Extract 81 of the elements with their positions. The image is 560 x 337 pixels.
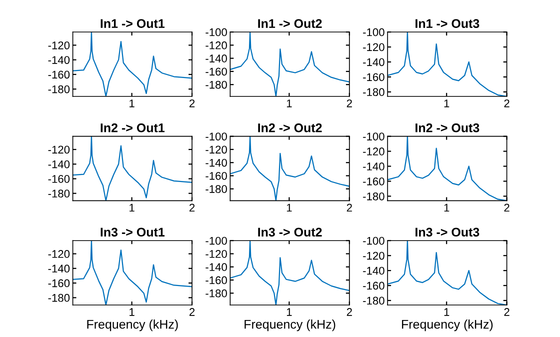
y-tick-label: -180 bbox=[363, 88, 384, 96]
chart-title: In1 -> Out1 bbox=[100, 19, 165, 28]
y-tick-label: -140 bbox=[206, 158, 227, 167]
x-tick-label: 2 bbox=[504, 308, 510, 316]
x-tick-label: 2 bbox=[504, 99, 510, 108]
chart-title: In3 -> Out3 bbox=[416, 228, 480, 237]
y-tick-label: -120 bbox=[48, 146, 70, 154]
y-tick-label: -100 bbox=[363, 28, 384, 36]
x-axis-title: Frequency (kHz) bbox=[87, 320, 178, 332]
y-tick-label: -160 bbox=[206, 172, 227, 180]
x-tick-label: 2 bbox=[190, 308, 195, 316]
y-tick-label: -140 bbox=[48, 264, 70, 273]
y-tick-label: -180 bbox=[206, 289, 227, 298]
chart-title: In2 -> Out3 bbox=[416, 123, 480, 132]
line-series bbox=[230, 136, 350, 201]
chart-title: In3 -> Out2 bbox=[258, 228, 322, 237]
line-series bbox=[72, 240, 192, 305]
chart-title: In2 -> Out2 bbox=[258, 123, 322, 132]
y-tick-label: -120 bbox=[363, 148, 384, 156]
y-tick-label: -180 bbox=[48, 85, 70, 94]
y-tick-label: -120 bbox=[206, 146, 227, 154]
y-tick-label: -160 bbox=[206, 276, 227, 284]
x-tick-label: 2 bbox=[190, 204, 195, 212]
y-tick-label: -160 bbox=[363, 73, 384, 82]
x-tick-label: 2 bbox=[504, 204, 510, 212]
y-tick-label: -120 bbox=[363, 252, 384, 260]
x-tick-label: 1 bbox=[130, 100, 134, 108]
y-tick-label: -180 bbox=[363, 192, 384, 200]
y-tick-label: -140 bbox=[363, 266, 384, 275]
line-series bbox=[388, 136, 507, 201]
x-tick-label: 1 bbox=[444, 204, 450, 212]
line-series bbox=[388, 240, 507, 305]
chart-title: In3 -> Out1 bbox=[100, 228, 165, 237]
line-series bbox=[230, 32, 350, 96]
y-tick-label: -120 bbox=[48, 250, 70, 258]
y-tick-label: -120 bbox=[206, 250, 227, 258]
y-tick-label: -180 bbox=[48, 190, 70, 198]
y-tick-label: -160 bbox=[48, 70, 70, 79]
x-tick-label: 2 bbox=[346, 308, 352, 316]
y-tick-label: -180 bbox=[363, 296, 384, 305]
y-tick-label: -180 bbox=[206, 185, 227, 193]
y-tick-label: -140 bbox=[363, 58, 384, 66]
x-tick-label: 1 bbox=[130, 204, 134, 212]
chart-title: In1 -> Out3 bbox=[416, 19, 480, 28]
y-tick-label: -100 bbox=[206, 236, 227, 245]
y-tick-label: -160 bbox=[48, 279, 70, 288]
y-tick-label: -120 bbox=[206, 41, 227, 50]
y-tick-label: -160 bbox=[363, 177, 384, 186]
line-series bbox=[72, 136, 192, 201]
y-tick-label: -100 bbox=[206, 28, 227, 36]
y-tick-label: -100 bbox=[363, 236, 384, 245]
y-tick-label: -120 bbox=[363, 43, 384, 52]
x-tick-label: 1 bbox=[286, 308, 292, 316]
x-tick-label: 1 bbox=[444, 100, 450, 108]
x-tick-label: 1 bbox=[286, 100, 292, 108]
y-tick-label: -160 bbox=[206, 68, 227, 76]
chart-title: In1 -> Out2 bbox=[258, 19, 322, 28]
chart-title: In2 -> Out1 bbox=[100, 123, 165, 132]
y-tick-label: -140 bbox=[363, 162, 384, 170]
x-axis-title: Frequency (kHz) bbox=[402, 320, 493, 332]
x-tick-label: 1 bbox=[286, 204, 292, 212]
x-tick-label: 2 bbox=[190, 99, 195, 108]
x-tick-label: 2 bbox=[346, 99, 352, 108]
line-series bbox=[72, 32, 192, 96]
y-tick-label: -160 bbox=[48, 175, 70, 183]
y-tick-label: -100 bbox=[363, 132, 384, 140]
line-series bbox=[230, 240, 350, 305]
x-tick-label: 2 bbox=[346, 204, 352, 212]
x-axis-title: Frequency (kHz) bbox=[244, 320, 336, 332]
x-tick-label: 1 bbox=[444, 308, 450, 316]
y-tick-label: -100 bbox=[206, 132, 227, 140]
y-tick-label: -160 bbox=[363, 282, 384, 290]
line-series bbox=[388, 32, 507, 96]
y-tick-label: -180 bbox=[206, 80, 227, 89]
x-tick-label: 1 bbox=[130, 308, 134, 316]
y-tick-label: -120 bbox=[48, 41, 70, 50]
y-tick-label: -140 bbox=[48, 56, 70, 64]
y-tick-label: -180 bbox=[48, 294, 70, 302]
y-tick-label: -140 bbox=[206, 54, 227, 62]
y-tick-label: -140 bbox=[48, 160, 70, 168]
y-tick-label: -140 bbox=[206, 263, 227, 272]
